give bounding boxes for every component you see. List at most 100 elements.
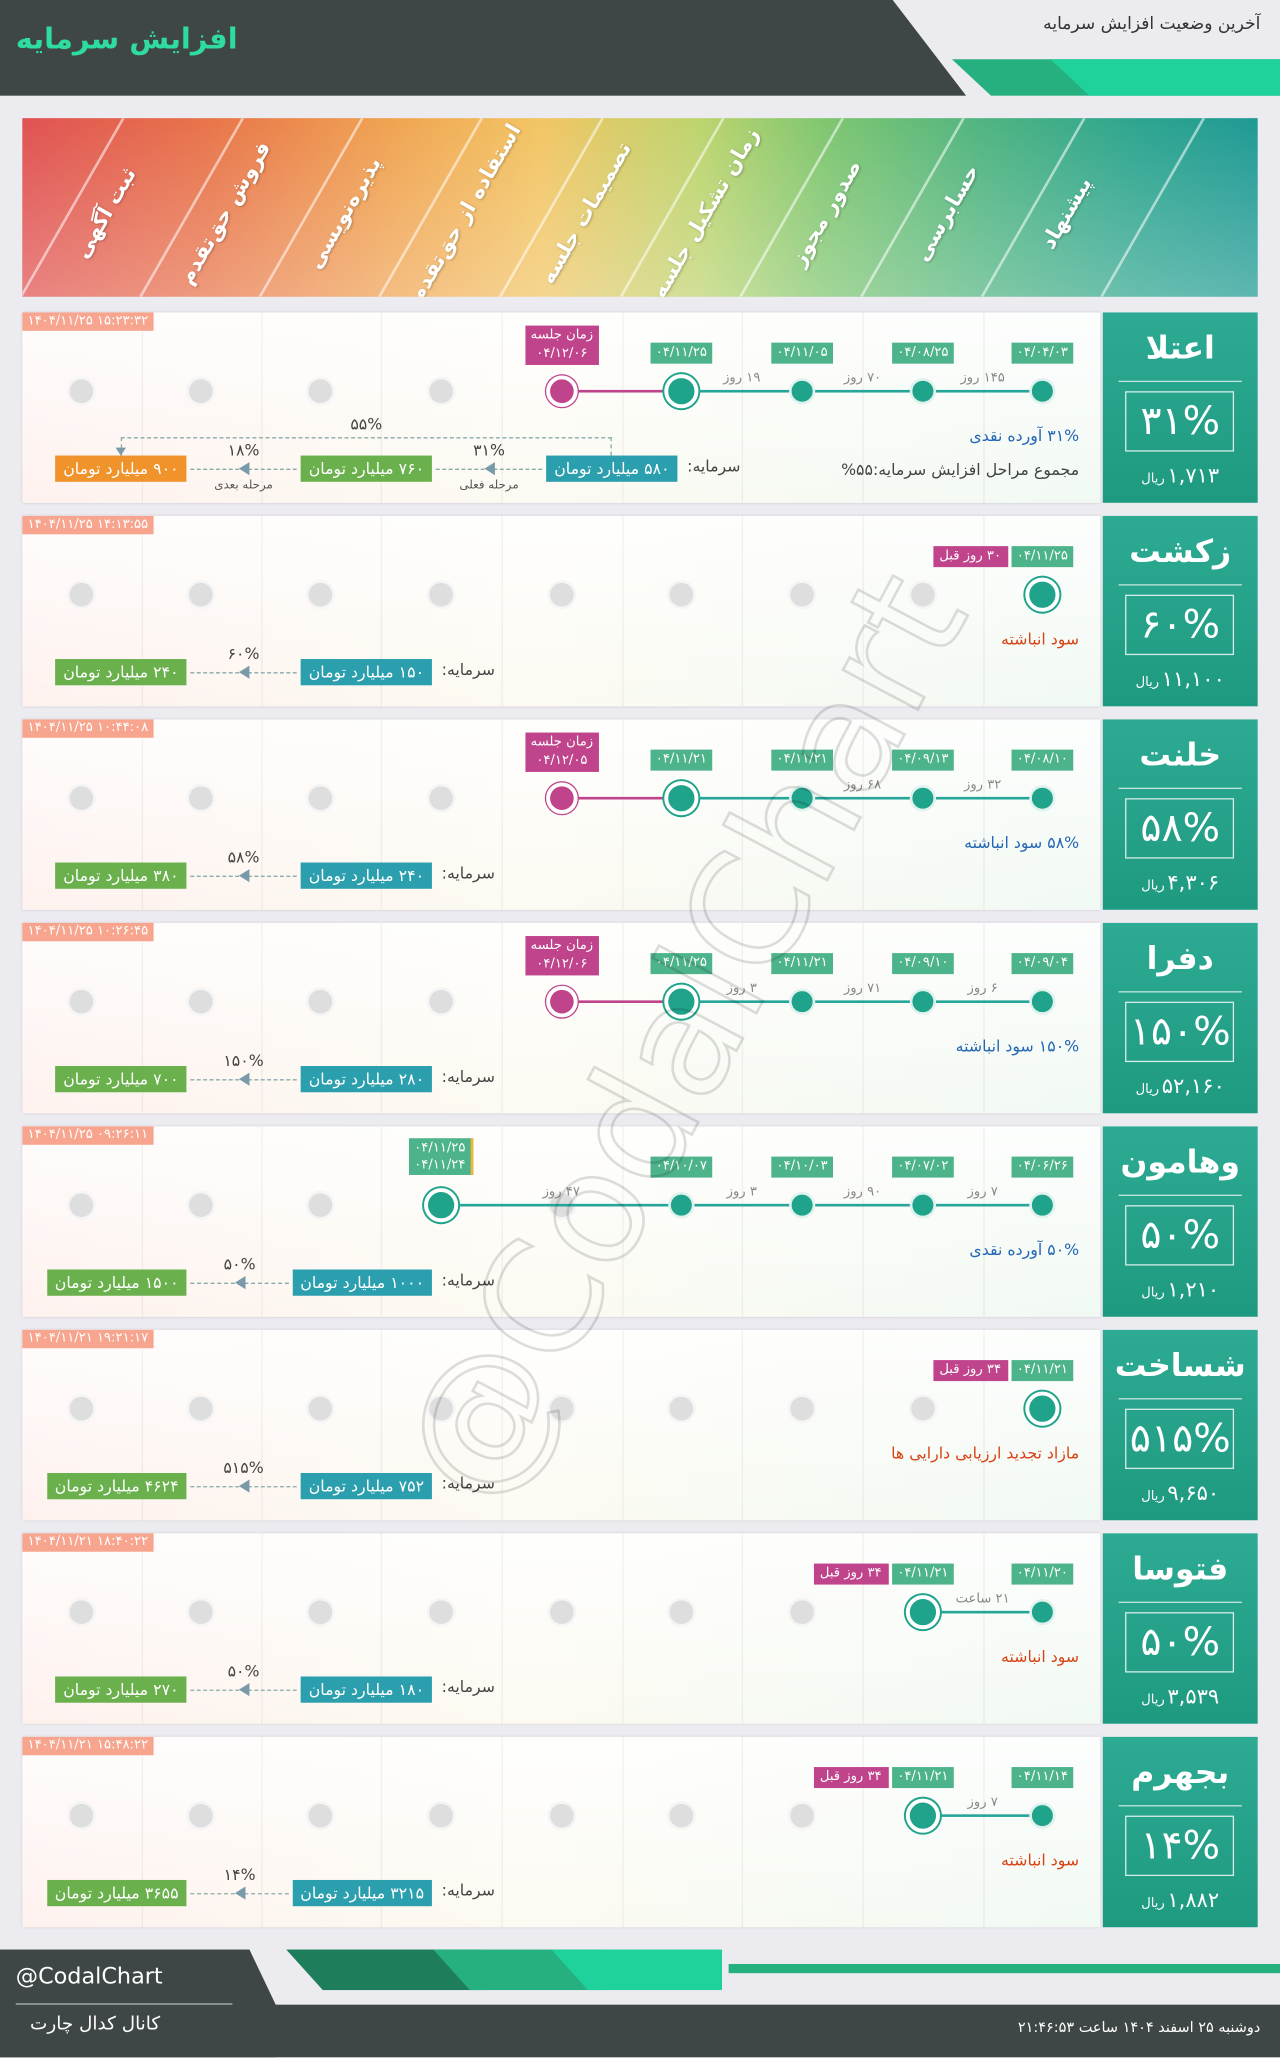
- pending-stage: [186, 987, 216, 1017]
- column-separator: [862, 312, 864, 503]
- completed-stage: [909, 1192, 937, 1219]
- capital-arrowhead: [238, 1072, 249, 1086]
- pending-stage: [186, 580, 216, 610]
- symbol-panel: [1102, 1126, 1258, 1317]
- column-separator: [501, 719, 503, 910]
- pending-stage: [666, 1801, 696, 1831]
- timeline-connector: [922, 389, 1043, 393]
- gap-label: ۱۴۵ روز: [960, 370, 1005, 386]
- milestone-date: ۰۴/۱۱/۲۱: [771, 749, 833, 771]
- step-percent: ۳۱%: [473, 441, 505, 460]
- pending-stage: [66, 987, 96, 1017]
- column-separator: [141, 719, 143, 910]
- capital-box: ۳۲۱۵ میلیارد تومان: [292, 1879, 432, 1907]
- pending-stage: [305, 376, 335, 406]
- gap-label: ۷ روز: [967, 1184, 998, 1200]
- completed-stage: [1029, 1599, 1056, 1626]
- column-separator: [982, 719, 984, 910]
- symbol-divider: [1118, 991, 1242, 993]
- stage-header: پیشنهاد حسابرسی صدور مجوز زمان تشکیل جلسه تص…: [22, 118, 1258, 297]
- elapsed-tag: ۳۴ روز قبل: [813, 1767, 889, 1789]
- symbol-panel: [1102, 515, 1258, 707]
- symbol-panel: [1102, 719, 1258, 910]
- percent: ۱۵۰%: [1129, 1008, 1231, 1055]
- meeting-date: ۰۴/۱۲/۰۵: [536, 753, 588, 768]
- pending-stage: [66, 1597, 96, 1627]
- capital-label: سرمایه:: [441, 863, 495, 883]
- column-separator: [982, 922, 984, 1114]
- symbol: دفرا: [1146, 939, 1214, 977]
- column-separator: [982, 312, 984, 503]
- capital-box: ۵۸۰ میلیارد تومان: [546, 455, 678, 482]
- header-title: افزایش سرمایه: [15, 23, 238, 57]
- timestamp: ۱۴۰۴/۱۱/۲۵ ۰۹:۲۶:۱۱: [22, 1126, 154, 1145]
- pending-stage: [186, 376, 216, 406]
- capital-box: ۴۶۲۴ میلیارد تومان: [46, 1472, 187, 1500]
- capital-box: ۳۶۵۵ میلیارد تومان: [46, 1879, 187, 1907]
- gap-label: ۳ روز: [726, 1184, 757, 1200]
- column-separator: [380, 1126, 383, 1317]
- percent-box: [1125, 1001, 1235, 1063]
- gap-label: ۷۱ روز: [843, 981, 882, 996]
- header-subtitle: آخرین وضعیت افزایش سرمایه: [1043, 14, 1261, 35]
- current-stage: [424, 1188, 459, 1223]
- timeline-connector: [802, 1203, 923, 1207]
- percent: ۱۴%: [1140, 1822, 1221, 1869]
- pending-stage: [305, 580, 335, 610]
- column-separator: [260, 719, 262, 910]
- timeline-connector: [922, 1814, 1043, 1817]
- pending-stage: [547, 1801, 577, 1831]
- current-stage: [664, 374, 699, 409]
- milestone-date: ۰۴/۱۰/۰۳: [771, 1156, 833, 1178]
- percent-box: [1125, 1205, 1235, 1266]
- milestone-date: ۰۴/۱۱/۲۵: [650, 953, 713, 975]
- column-separator: [260, 515, 262, 707]
- timestamp: ۱۴۰۴/۱۱/۲۵ ۱۴:۱۳:۵۵: [22, 515, 154, 535]
- pending-stage: [305, 1801, 335, 1831]
- percent-box: [1125, 594, 1235, 656]
- pending-stage: [547, 1597, 577, 1627]
- gap-label: ۲۱ ساعت: [955, 1591, 1010, 1607]
- meeting-label: زمان جلسه: [530, 328, 594, 343]
- pending-stage: [66, 783, 96, 813]
- percent: ۵۸%: [1140, 805, 1221, 852]
- symbol: خلنت: [1139, 736, 1222, 774]
- total-arrowhead: [115, 447, 127, 456]
- footer-handle: @CodalChart: [15, 1963, 163, 1991]
- timestamp: ۱۴۰۴/۱۱/۲۵ ۱۵:۲۳:۳۲: [22, 312, 154, 331]
- column-separator: [741, 1533, 744, 1724]
- milestone-date: ۰۴/۱۰/۰۷: [650, 1156, 713, 1178]
- completed-stage: [1029, 785, 1056, 812]
- column-separator: [621, 922, 623, 1114]
- stage-separator: [980, 118, 1086, 297]
- column-separator: [501, 1126, 503, 1317]
- timeline-connector: [561, 389, 682, 393]
- row-card-fade: [22, 1329, 1101, 1521]
- stage-header-fade: [22, 118, 1258, 297]
- stage-separator: [499, 118, 604, 297]
- current-stage: [664, 781, 699, 816]
- pending-stage: [426, 580, 456, 610]
- total-bracket: [120, 437, 612, 456]
- pending-stage: [426, 1597, 456, 1627]
- percent-box: [1125, 798, 1235, 859]
- symbol-panel: [1102, 1533, 1258, 1724]
- column-separator: [380, 515, 383, 707]
- column-separator: [741, 719, 744, 910]
- row-card-fade: [22, 515, 1101, 707]
- symbol-panel: [1102, 1329, 1258, 1521]
- timeline-connector: [561, 1000, 682, 1003]
- capital-label: سرمایه:: [441, 1067, 495, 1086]
- price-currency: ریال: [1141, 1692, 1165, 1708]
- milestone-date: ۰۴/۱۱/۲۵: [414, 1140, 466, 1156]
- step-percent: ۶۰%: [227, 644, 260, 663]
- pending-stage: [66, 1394, 96, 1424]
- symbol: فتوسا: [1132, 1550, 1229, 1588]
- pending-stage: [666, 580, 696, 610]
- price-value: ۵۲,۱۶۰: [1161, 1073, 1225, 1099]
- price: ۱,۸۸۲ ریال: [1141, 1887, 1219, 1912]
- note: ۱۵۰% سود انباشته: [955, 1037, 1080, 1056]
- pending-stage: [426, 987, 456, 1017]
- pending-stage: [305, 783, 335, 813]
